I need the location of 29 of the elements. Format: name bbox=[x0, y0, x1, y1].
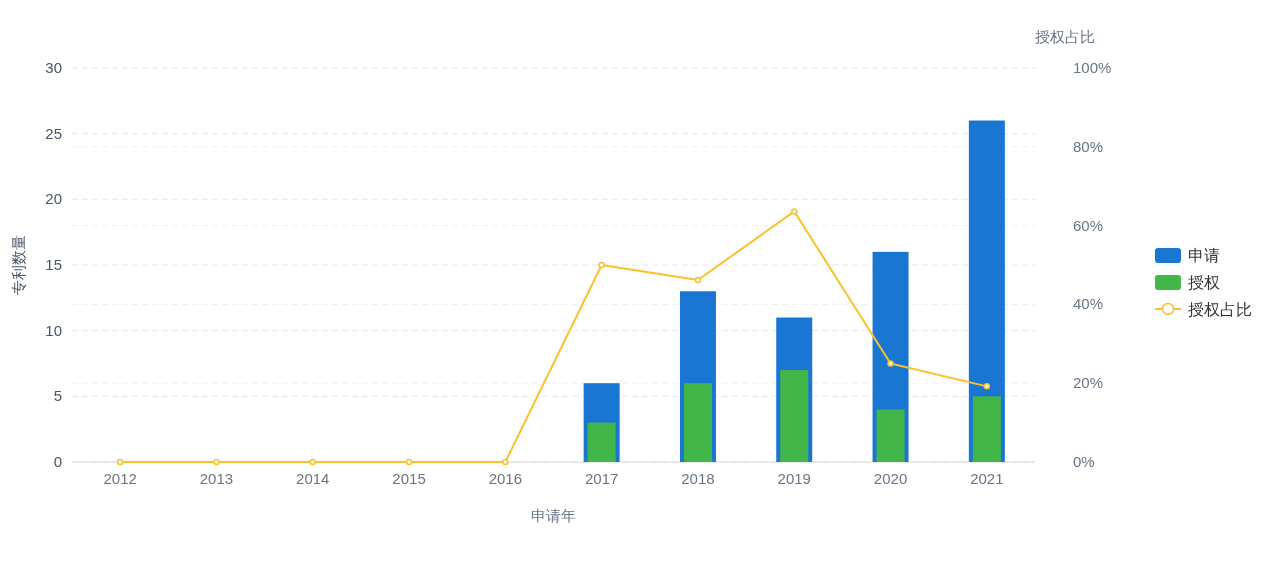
x-tick-label: 2019 bbox=[777, 470, 811, 487]
x-tick-label: 2015 bbox=[392, 470, 426, 487]
y2-tick-label: 60% bbox=[1073, 216, 1104, 234]
y-tick-label: 10 bbox=[45, 321, 62, 339]
y2-tick-label: 80% bbox=[1073, 137, 1104, 155]
x-tick-label: 2017 bbox=[584, 470, 619, 487]
y-tick-label: 25 bbox=[45, 124, 62, 142]
y-axis-title: 专利数量 bbox=[10, 235, 27, 295]
x-tick-label: 2018 bbox=[681, 470, 715, 487]
x-tick-label: 2021 bbox=[970, 470, 1004, 487]
x-tick-label: 2013 bbox=[199, 470, 234, 487]
x-axis-title: 申请年 bbox=[531, 507, 576, 524]
x-tick-label: 2020 bbox=[873, 470, 908, 487]
x-tick-label: 2012 bbox=[103, 470, 137, 487]
legend-label: 授权 bbox=[1188, 274, 1220, 291]
y-tick-label: 5 bbox=[53, 387, 62, 405]
y-tick-label: 0 bbox=[53, 453, 62, 470]
y2-tick-label: 100% bbox=[1073, 59, 1112, 76]
y2-tick-label: 40% bbox=[1073, 295, 1104, 313]
y2-tick-label: 0% bbox=[1073, 453, 1095, 470]
y-tick-label: 30 bbox=[45, 59, 62, 76]
y2-axis-title: 授权占比 bbox=[1035, 28, 1095, 45]
x-tick-label: 2014 bbox=[296, 470, 330, 487]
y-tick-label: 15 bbox=[45, 256, 62, 273]
x-tick-label: 2016 bbox=[488, 470, 523, 487]
legend-label: 申请 bbox=[1188, 247, 1220, 264]
y2-tick-label: 20% bbox=[1073, 374, 1104, 392]
y-tick-label: 20 bbox=[45, 190, 62, 208]
legend-label: 授权占比 bbox=[1188, 301, 1252, 318]
